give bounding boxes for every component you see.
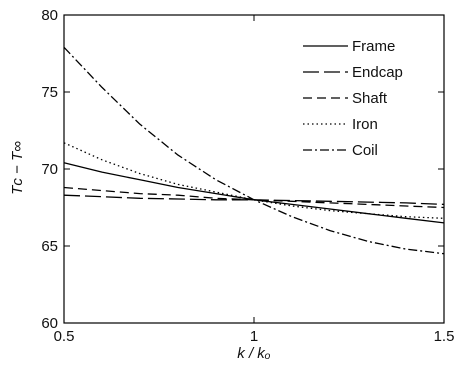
legend-label-endcap: Endcap (352, 64, 403, 81)
x-ticks: 0.5 1 1.5 (54, 15, 455, 345)
legend: Frame Endcap Shaft Iron Coil (303, 38, 403, 159)
x-axis-label: k / kₒ (237, 345, 271, 362)
y-tick-label: 60 (41, 315, 58, 332)
x-tick-label: 1 (250, 328, 258, 345)
legend-label-coil: Coil (352, 142, 378, 159)
y-ticks: 60 65 70 75 80 (41, 7, 444, 332)
y-tick-label: 80 (41, 7, 58, 24)
series-line-frame (63, 162, 445, 224)
x-tick-label: 1.5 (434, 328, 455, 345)
plot-frame (63, 14, 445, 324)
y-axis-label: Tᴄ − T∞ (9, 141, 26, 195)
y-tick-label: 70 (41, 161, 58, 178)
x-tick-label: 0.5 (54, 328, 75, 345)
y-tick-label: 75 (41, 84, 58, 101)
series-line-coil (63, 46, 445, 255)
y-tick-label: 65 (41, 238, 58, 255)
legend-label-frame: Frame (352, 38, 395, 55)
legend-label-iron: Iron (352, 116, 378, 133)
series-line-iron (63, 142, 445, 219)
series-lines (63, 46, 445, 255)
legend-label-shaft: Shaft (352, 90, 388, 107)
